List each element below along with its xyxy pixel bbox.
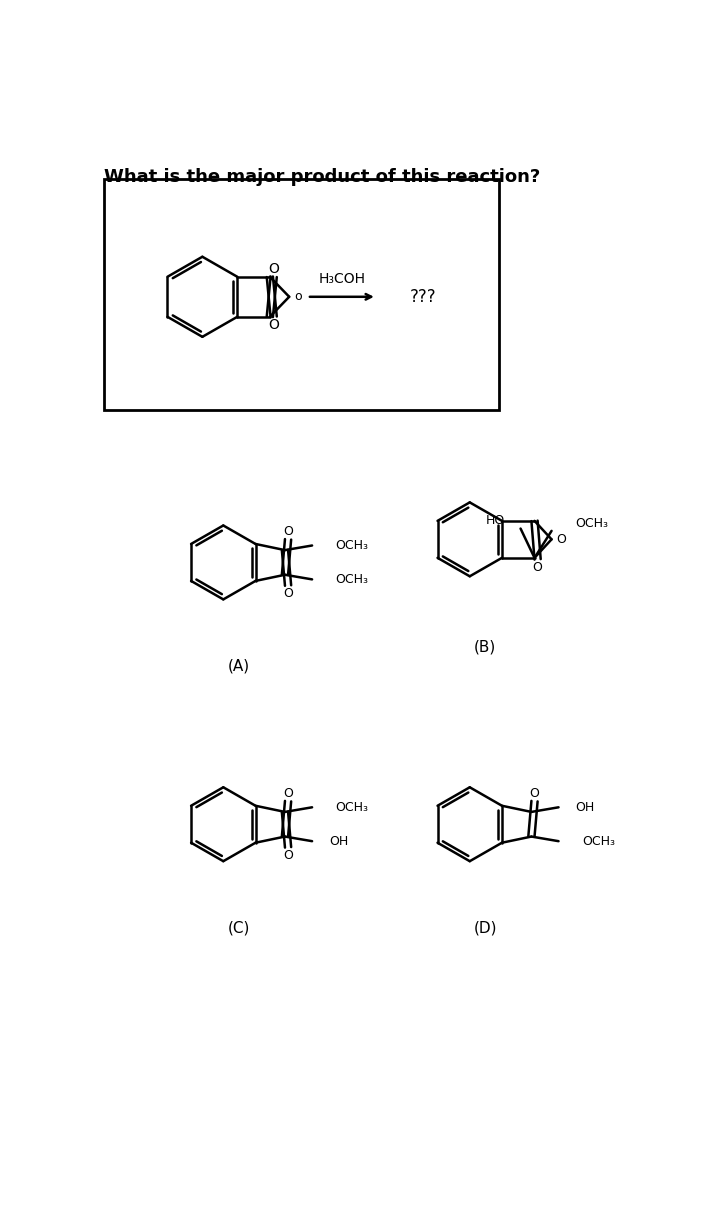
Text: o: o [294, 291, 302, 303]
Text: (A): (A) [228, 659, 250, 673]
Text: O: O [269, 262, 279, 276]
Text: (C): (C) [228, 920, 250, 936]
Text: O: O [556, 533, 566, 546]
Text: ???: ??? [410, 288, 436, 306]
Text: O: O [269, 318, 279, 331]
Text: O: O [283, 787, 293, 800]
Text: OCH₃: OCH₃ [336, 800, 369, 814]
Text: O: O [530, 787, 539, 800]
Text: H₃COH: H₃COH [318, 273, 365, 286]
Text: OH: OH [575, 800, 595, 814]
Text: O: O [283, 587, 293, 600]
Text: HO: HO [486, 514, 505, 528]
Text: O: O [533, 561, 543, 573]
Text: O: O [283, 525, 293, 538]
Text: What is the major product of this reaction?: What is the major product of this reacti… [104, 169, 540, 186]
Text: OCH₃: OCH₃ [336, 539, 369, 552]
Text: OCH₃: OCH₃ [336, 573, 369, 585]
Text: (D): (D) [474, 920, 497, 936]
Text: OCH₃: OCH₃ [582, 835, 615, 848]
Text: OH: OH [329, 835, 348, 848]
Text: (B): (B) [474, 639, 496, 655]
Text: OCH₃: OCH₃ [575, 517, 608, 529]
Text: O: O [283, 848, 293, 862]
Bar [104, 178, 499, 409]
